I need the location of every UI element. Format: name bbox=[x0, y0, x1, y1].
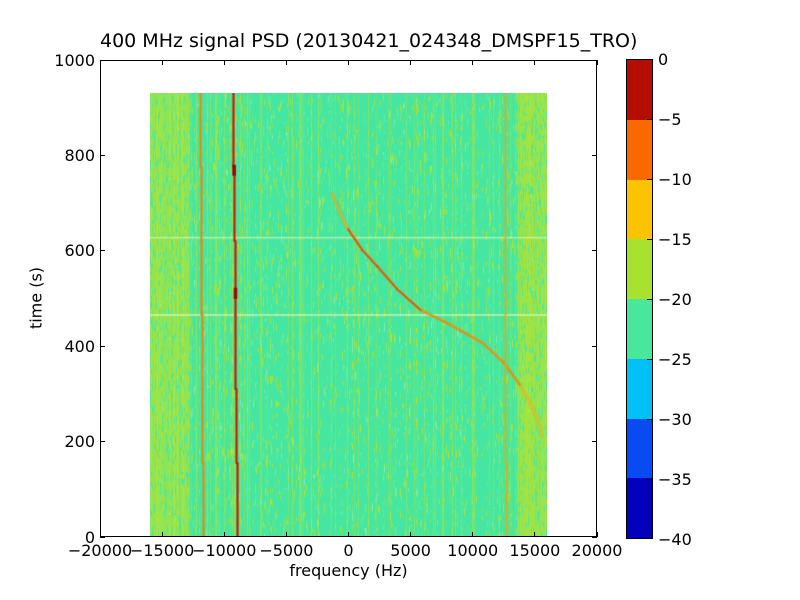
colorbar-tick bbox=[647, 178, 652, 180]
colorbar-segment bbox=[627, 418, 652, 479]
colorbar-tick bbox=[647, 298, 652, 300]
x-tick bbox=[285, 60, 287, 65]
x-tick-label: −20000 bbox=[67, 541, 133, 560]
y-tick bbox=[100, 250, 105, 252]
colorbar-tick bbox=[647, 478, 652, 480]
colorbar-segment bbox=[627, 119, 652, 180]
colorbar-segment bbox=[627, 179, 652, 240]
y-tick-label: 200 bbox=[64, 432, 95, 452]
x-tick bbox=[596, 60, 598, 65]
x-tick bbox=[472, 532, 474, 537]
y-tick bbox=[100, 59, 105, 61]
colorbar-tick bbox=[647, 418, 652, 420]
y-tick bbox=[100, 154, 105, 156]
x-tick bbox=[410, 532, 412, 537]
x-tick-label: 20000 bbox=[571, 541, 623, 560]
colorbar-tick-label: −20 bbox=[658, 289, 692, 309]
y-tick bbox=[100, 536, 105, 538]
colorbar-tick-label: −40 bbox=[658, 529, 692, 549]
colorbar-segment bbox=[627, 358, 652, 419]
x-tick bbox=[161, 532, 163, 537]
colorbar-tick-label: −30 bbox=[658, 409, 692, 429]
y-tick bbox=[592, 250, 597, 252]
y-tick-label: 600 bbox=[64, 241, 95, 261]
x-tick bbox=[99, 532, 101, 537]
y-tick bbox=[100, 441, 105, 443]
y-tick bbox=[100, 345, 105, 347]
x-tick-label: −15000 bbox=[129, 541, 195, 560]
colorbar-tick-label: −5 bbox=[658, 109, 682, 129]
spectrogram-heatmap bbox=[150, 93, 547, 537]
colorbar-tick bbox=[647, 118, 652, 120]
y-tick bbox=[592, 59, 597, 61]
x-tick bbox=[99, 60, 101, 65]
y-tick bbox=[592, 441, 597, 443]
y-tick bbox=[592, 345, 597, 347]
plot-area bbox=[100, 60, 597, 537]
x-tick bbox=[410, 60, 412, 65]
x-tick-label: −10000 bbox=[192, 541, 257, 560]
x-tick bbox=[285, 532, 287, 537]
y-tick bbox=[592, 154, 597, 156]
x-tick-label: 5000 bbox=[390, 541, 431, 560]
x-tick-label: 15000 bbox=[509, 541, 561, 560]
chart-title: 400 MHz signal PSD (20130421_024348_DMSP… bbox=[100, 30, 638, 52]
y-tick-label: 0 bbox=[84, 527, 95, 547]
x-tick bbox=[223, 532, 225, 537]
colorbar-tick bbox=[647, 238, 652, 240]
colorbar-segment bbox=[627, 239, 652, 299]
y-tick bbox=[592, 536, 597, 538]
x-tick-label: 0 bbox=[343, 541, 354, 560]
colorbar bbox=[626, 59, 653, 539]
y-tick-label: 1000 bbox=[54, 50, 95, 70]
colorbar-tick bbox=[647, 358, 652, 360]
colorbar-tick-label: −10 bbox=[658, 169, 692, 189]
y-tick-label: 800 bbox=[64, 145, 95, 165]
colorbar-tick-label: 0 bbox=[658, 49, 669, 69]
x-tick bbox=[223, 60, 225, 65]
x-tick bbox=[161, 60, 163, 65]
x-axis-label: frequency (Hz) bbox=[289, 561, 408, 580]
x-tick bbox=[534, 532, 536, 537]
x-tick bbox=[534, 60, 536, 65]
x-tick bbox=[596, 532, 598, 537]
y-axis-label: time (s) bbox=[26, 266, 46, 330]
colorbar-tick-label: −25 bbox=[658, 349, 692, 369]
x-tick bbox=[348, 532, 349, 537]
x-tick bbox=[348, 60, 349, 65]
colorbar-segment bbox=[627, 299, 652, 359]
x-tick-label: −5000 bbox=[259, 541, 314, 560]
colorbar-tick-label: −35 bbox=[658, 469, 692, 489]
x-tick-label: 10000 bbox=[447, 541, 499, 560]
colorbar-tick-label: −15 bbox=[658, 229, 692, 249]
colorbar-segment bbox=[627, 60, 652, 120]
colorbar-segment bbox=[627, 478, 652, 538]
y-tick-label: 400 bbox=[64, 336, 95, 356]
x-tick bbox=[472, 60, 474, 65]
